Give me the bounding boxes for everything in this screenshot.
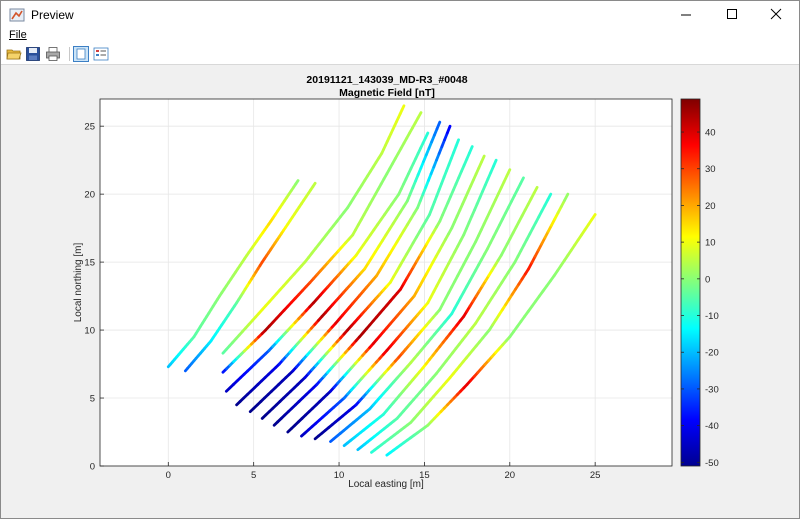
title-bar[interactable]: Preview	[1, 1, 799, 29]
x-tick-label: 10	[334, 470, 345, 481]
matlab-figure-icon	[9, 8, 25, 22]
track-segment	[424, 131, 430, 140]
y-axis-label: Local northing [m]	[73, 243, 84, 323]
open-button[interactable]	[6, 46, 22, 62]
toolbar	[1, 44, 799, 65]
y-tick-label: 15	[84, 258, 95, 269]
chart-subtitle: Magnetic Field [nT]	[339, 87, 435, 99]
menu-bar: File	[1, 29, 799, 44]
colorbar-tick-label: -10	[705, 311, 719, 322]
survey-track	[313, 168, 512, 441]
survey-track	[272, 145, 474, 427]
y-tick-label: 0	[90, 462, 95, 473]
track-segment	[590, 213, 597, 222]
y-tick-label: 25	[84, 122, 95, 133]
x-tick-label: 25	[590, 470, 601, 481]
track-segment	[416, 111, 423, 120]
x-tick-label: 5	[251, 470, 256, 481]
track-segment	[435, 120, 442, 131]
toggle-plot-button[interactable]	[73, 46, 89, 62]
survey-track	[370, 192, 570, 454]
x-axis-label: Local easting [m]	[348, 479, 424, 490]
track-segment	[492, 158, 498, 168]
track-segment	[546, 192, 553, 202]
maximize-button[interactable]	[709, 1, 755, 29]
survey-track	[286, 154, 486, 434]
save-icon	[26, 47, 40, 61]
survey-track	[235, 120, 442, 407]
survey-track	[221, 104, 406, 355]
y-tick-label: 10	[84, 326, 95, 337]
survey-track	[329, 176, 525, 443]
colorbar-tick-label: -20	[705, 348, 719, 359]
maximize-icon	[727, 9, 737, 19]
chart-title: 20191121_143039_MD-R3_#0048	[306, 74, 467, 86]
track-segment	[519, 176, 525, 186]
save-button[interactable]	[25, 46, 41, 62]
plot-background	[100, 99, 672, 466]
open-folder-icon	[6, 49, 22, 60]
track-segment	[532, 185, 539, 195]
survey-track	[183, 181, 317, 373]
colorbar-tick-label: 40	[705, 128, 716, 139]
toolbar-separator	[69, 47, 70, 61]
toggle-plot-icon	[73, 46, 89, 62]
survey-track	[221, 111, 423, 374]
magnetic-field-chart: 20191121_143039_MD-R3_#0048 Magnetic Fie…	[73, 74, 719, 490]
survey-track	[342, 185, 539, 448]
print-icon	[46, 47, 60, 61]
colorbar	[680, 98, 701, 467]
y-tick-label: 5	[90, 394, 95, 405]
figure-area: 20191121_143039_MD-R3_#0048 Magnetic Fie…	[1, 65, 799, 518]
colorbar-tick-label: -50	[705, 458, 719, 469]
survey-track	[224, 131, 430, 393]
colorbar-tick-label: 30	[705, 164, 716, 175]
track-segment	[400, 104, 406, 112]
track-segment	[505, 168, 512, 178]
close-icon	[770, 8, 782, 20]
colorbar-tick-label: 20	[705, 201, 716, 212]
colorbar-tick-label: -40	[705, 421, 719, 432]
colorbar-tick-label: -30	[705, 384, 719, 395]
track-segment	[454, 138, 460, 148]
track-segment	[563, 192, 570, 202]
colorbar-tick-label: 0	[705, 274, 710, 285]
survey-track	[385, 213, 597, 457]
colorbar-tick-label: 10	[705, 238, 716, 249]
survey-track	[260, 138, 460, 420]
x-tick-label: 15	[419, 470, 430, 481]
x-tick-label: 0	[166, 470, 171, 481]
menu-file[interactable]: File	[9, 29, 27, 41]
track-segment	[468, 145, 474, 155]
property-inspector-button[interactable]	[93, 46, 109, 62]
plot-frame	[99, 98, 673, 467]
track-segment	[445, 124, 452, 135]
minimize-icon	[681, 14, 691, 16]
survey-track	[248, 124, 452, 414]
close-button[interactable]	[753, 1, 799, 29]
property-inspector-icon	[93, 47, 109, 61]
survey-track	[166, 179, 300, 369]
print-button[interactable]	[45, 46, 61, 62]
y-tick-label: 20	[84, 190, 95, 201]
track-segment	[294, 179, 300, 186]
track-segment	[480, 154, 486, 164]
survey-track	[356, 192, 553, 452]
track-segment	[311, 181, 317, 189]
x-tick-label: 20	[505, 470, 516, 481]
minimize-button[interactable]	[663, 1, 709, 29]
window-title: Preview	[31, 8, 74, 22]
survey-track	[300, 158, 498, 438]
